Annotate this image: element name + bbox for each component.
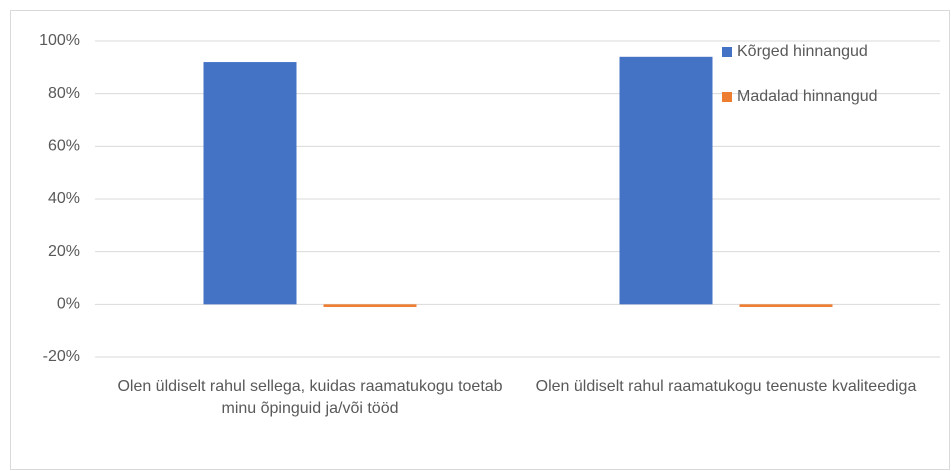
bar [619, 56, 713, 305]
bar [739, 304, 833, 307]
y-tick-label: 100% [39, 32, 80, 49]
y-tick-label: 80% [48, 85, 80, 102]
chart-border [10, 10, 950, 470]
bar [203, 62, 297, 305]
x-tick-label: Olen üldiselt rahul sellega, kuidas raam… [117, 378, 503, 417]
y-tick-label: 20% [48, 243, 80, 260]
bar [323, 304, 417, 307]
x-tick-label: Olen üldiselt rahul raamatukogu teenuste… [535, 378, 917, 395]
legend-label: Madalad hinnangud [737, 88, 878, 105]
legend-swatch [722, 92, 732, 102]
y-tick-label: 40% [48, 190, 80, 207]
y-tick-label: 0% [57, 296, 80, 313]
legend-label: Kõrged hinnangud [737, 43, 868, 60]
y-tick-label: -20% [43, 348, 80, 365]
legend-swatch [722, 47, 732, 57]
y-tick-label: 60% [48, 138, 80, 155]
